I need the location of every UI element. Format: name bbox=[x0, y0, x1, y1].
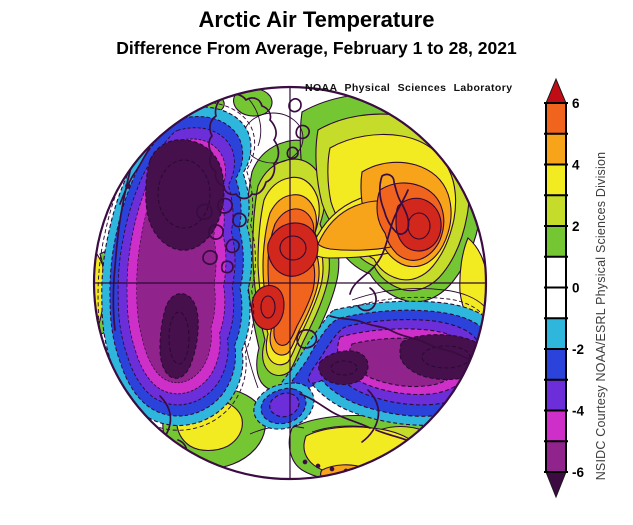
coastline-archipelago-island bbox=[220, 260, 234, 274]
colorbar-segment bbox=[546, 133, 566, 165]
map-boundary bbox=[92, 85, 488, 481]
contour-line bbox=[279, 235, 307, 261]
contour-line bbox=[260, 295, 276, 319]
contour-band-yellow bbox=[303, 426, 419, 478]
cold-core-lower-right-west bbox=[318, 350, 369, 386]
colorbar-segment bbox=[546, 379, 566, 411]
colorbar-tick-label: 2 bbox=[572, 219, 580, 234]
colorbar: 6 4 2 0 -2 -4 -6 bbox=[544, 77, 584, 499]
contour-band-violet bbox=[269, 392, 300, 418]
coastline-islet bbox=[125, 183, 131, 189]
coastline-chukotka bbox=[119, 147, 151, 205]
colorbar-segment bbox=[546, 103, 566, 134]
page-title: Arctic Air Temperature bbox=[198, 7, 435, 32]
colorbar-segment bbox=[546, 226, 566, 257]
colorbar-arrow-down bbox=[545, 471, 567, 499]
colorbar-tick-label: 6 bbox=[572, 96, 580, 111]
contour-line bbox=[168, 311, 190, 365]
coastline-north-america bbox=[112, 151, 137, 331]
coastline-archipelago-island bbox=[202, 249, 218, 266]
coastline-archipelago-island bbox=[225, 238, 240, 254]
colorbar-segment bbox=[546, 287, 566, 319]
contour-line bbox=[349, 296, 483, 315]
noaa-credit: NOAA Physical Sciences Laboratory bbox=[305, 82, 513, 94]
coastline-archipelago-island bbox=[232, 212, 247, 228]
coastline-island bbox=[295, 124, 310, 140]
coastline-eurasia-north bbox=[329, 315, 486, 367]
colorbar-arrow-up bbox=[545, 77, 567, 104]
coastline-baltic bbox=[357, 287, 377, 312]
coastline-greenland bbox=[208, 93, 280, 200]
colorbar-tick-label: -6 bbox=[572, 465, 584, 480]
contour-line bbox=[157, 159, 211, 229]
contour-line bbox=[247, 97, 262, 147]
cold-core-upper-left bbox=[145, 139, 225, 251]
colorbar-segment bbox=[546, 410, 566, 442]
colorbar-segment bbox=[546, 441, 566, 472]
cold-regions bbox=[97, 101, 486, 431]
colorbar-tick-label: -2 bbox=[572, 342, 584, 357]
coastline-island bbox=[288, 97, 302, 113]
colorbar-segment bbox=[546, 195, 566, 226]
contour-line bbox=[330, 360, 358, 376]
coastline-scandinavia bbox=[349, 189, 409, 295]
coastline-islet bbox=[329, 466, 335, 472]
colorbar-segment bbox=[546, 256, 566, 288]
colorbar-tick-label: 4 bbox=[572, 158, 580, 173]
colorbar-segment bbox=[546, 349, 566, 380]
warm-core-center-south bbox=[251, 284, 285, 331]
colorbar-tick-label: 0 bbox=[572, 281, 580, 296]
coastline-iceland bbox=[296, 329, 318, 349]
coastline-novaya-zemlya bbox=[378, 173, 410, 235]
colorbar-outline bbox=[545, 102, 567, 473]
coastline-siberia bbox=[299, 393, 371, 429]
colorbar-segment bbox=[546, 318, 566, 349]
cold-core-left-south bbox=[159, 293, 199, 379]
coastline-kamchatka bbox=[361, 389, 380, 443]
coastline-archipelago-island bbox=[196, 203, 213, 221]
coastline-island bbox=[286, 146, 299, 160]
page-subtitle: Difference From Average, February 1 to 2… bbox=[116, 38, 517, 58]
coastline-islet bbox=[302, 459, 308, 465]
side-credit: NSIDC Courtesy NOAA/ESRL Physical Scienc… bbox=[594, 151, 608, 481]
colorbar-segment bbox=[546, 164, 566, 196]
contour-line bbox=[421, 345, 471, 369]
coastline-archipelago-island bbox=[208, 224, 224, 240]
warm-core-center bbox=[267, 222, 319, 277]
coastline-islet bbox=[315, 463, 321, 469]
coastline-archipelago-island bbox=[217, 197, 233, 214]
graticule bbox=[94, 87, 486, 479]
colorbar-tick-label: -4 bbox=[572, 404, 584, 419]
warm-core-upper-right bbox=[395, 197, 442, 252]
